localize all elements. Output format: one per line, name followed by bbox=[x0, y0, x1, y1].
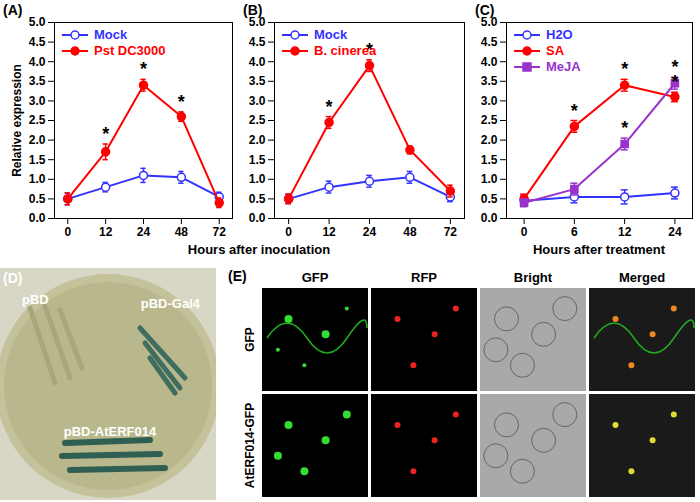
svg-text:12: 12 bbox=[322, 225, 336, 239]
svg-text:2.0: 2.0 bbox=[29, 133, 46, 147]
html-text:(C): (C) bbox=[475, 2, 495, 18]
html-text:(D): (D) bbox=[3, 270, 23, 286]
html-text:Merged: Merged bbox=[618, 270, 666, 285]
svg-text:*: * bbox=[140, 59, 147, 79]
svg-text:4.0: 4.0 bbox=[249, 55, 266, 69]
svg-text:3.5: 3.5 bbox=[29, 74, 46, 88]
svg-text:24: 24 bbox=[668, 225, 682, 239]
svg-text:3.0: 3.0 bbox=[29, 94, 46, 108]
svg-text:GFP: GFP bbox=[243, 327, 257, 352]
svg-text:*: * bbox=[326, 97, 333, 117]
svg-text:6: 6 bbox=[571, 225, 578, 239]
html-text:GFP: GFP bbox=[301, 270, 329, 285]
html-text:H2O: H2O bbox=[546, 27, 573, 42]
svg-text:0.5: 0.5 bbox=[29, 192, 46, 206]
svg-text:48: 48 bbox=[403, 225, 417, 239]
svg-text:3.0: 3.0 bbox=[481, 94, 498, 108]
html-text:Pst DC3000: Pst DC3000 bbox=[94, 43, 166, 58]
svg-text:0: 0 bbox=[521, 225, 528, 239]
svg-text:12: 12 bbox=[618, 225, 632, 239]
html-text:Hours after inoculation: Hours after inoculation bbox=[187, 242, 331, 257]
svg-text:4.0: 4.0 bbox=[481, 55, 498, 69]
svg-text:1.5: 1.5 bbox=[29, 153, 46, 167]
svg-text:0.0: 0.0 bbox=[249, 211, 266, 225]
svg-text:4.5: 4.5 bbox=[481, 35, 498, 49]
svg-text:5.0: 5.0 bbox=[480, 15, 498, 30]
svg-text:0.0: 0.0 bbox=[481, 211, 498, 225]
svg-text:1.5: 1.5 bbox=[481, 153, 498, 167]
svg-text:3.5: 3.5 bbox=[481, 74, 498, 88]
svg-text:5.0: 5.0 bbox=[248, 15, 266, 30]
svg-text:*: * bbox=[102, 124, 109, 144]
svg-text:3.0: 3.0 bbox=[249, 94, 266, 108]
html-text:B. cinerea: B. cinerea bbox=[314, 43, 377, 58]
svg-text:*: * bbox=[621, 118, 628, 138]
svg-text:1.5: 1.5 bbox=[249, 153, 266, 167]
svg-text:*: * bbox=[621, 59, 628, 79]
html-text:SA: SA bbox=[546, 43, 565, 58]
svg-text:3.5: 3.5 bbox=[249, 74, 266, 88]
svg-text:72: 72 bbox=[213, 225, 227, 239]
svg-text:2.5: 2.5 bbox=[249, 113, 266, 127]
svg-text:0.5: 0.5 bbox=[249, 192, 266, 206]
svg-text:0: 0 bbox=[64, 225, 71, 239]
svg-text:pBD-Gal4: pBD-Gal4 bbox=[141, 296, 201, 311]
html-text:Bright: Bright bbox=[513, 270, 553, 285]
svg-text:*: * bbox=[671, 57, 678, 77]
svg-text:2.5: 2.5 bbox=[481, 113, 498, 127]
svg-text:pBD: pBD bbox=[22, 292, 49, 307]
svg-text:4.5: 4.5 bbox=[249, 35, 266, 49]
svg-text:2.5: 2.5 bbox=[29, 113, 46, 127]
svg-text:*: * bbox=[571, 101, 578, 121]
svg-text:1.0: 1.0 bbox=[481, 172, 498, 186]
svg-text:*: * bbox=[178, 92, 185, 112]
html-text:(A): (A) bbox=[3, 2, 23, 18]
html-text:Hours after treatment: Hours after treatment bbox=[532, 242, 666, 257]
svg-text:12: 12 bbox=[99, 225, 113, 239]
svg-text:24: 24 bbox=[363, 225, 377, 239]
html-text:RFP: RFP bbox=[411, 270, 437, 285]
svg-text:24: 24 bbox=[137, 225, 151, 239]
html-text:Mock: Mock bbox=[94, 27, 128, 42]
svg-text:4.0: 4.0 bbox=[29, 55, 46, 69]
svg-text:2.0: 2.0 bbox=[481, 133, 498, 147]
svg-text:4.5: 4.5 bbox=[29, 35, 46, 49]
svg-text:72: 72 bbox=[444, 225, 458, 239]
html-text:(B): (B) bbox=[243, 2, 263, 18]
svg-text:0: 0 bbox=[285, 225, 292, 239]
html-text:(E): (E) bbox=[228, 268, 247, 284]
svg-text:Relative expression: Relative expression bbox=[10, 64, 24, 177]
svg-text:pBD-AtERF014: pBD-AtERF014 bbox=[64, 424, 157, 439]
svg-text:5.0: 5.0 bbox=[29, 15, 46, 29]
svg-text:0.0: 0.0 bbox=[29, 211, 46, 225]
svg-text:AtERF014-GFP: AtERF014-GFP bbox=[243, 403, 257, 488]
svg-text:0.5: 0.5 bbox=[481, 192, 498, 206]
svg-text:1.0: 1.0 bbox=[29, 172, 46, 186]
html-text:Mock: Mock bbox=[314, 27, 348, 42]
html-text:MeJA: MeJA bbox=[546, 59, 581, 74]
svg-text:1.0: 1.0 bbox=[249, 172, 266, 186]
svg-text:48: 48 bbox=[175, 225, 189, 239]
svg-text:2.0: 2.0 bbox=[249, 133, 266, 147]
